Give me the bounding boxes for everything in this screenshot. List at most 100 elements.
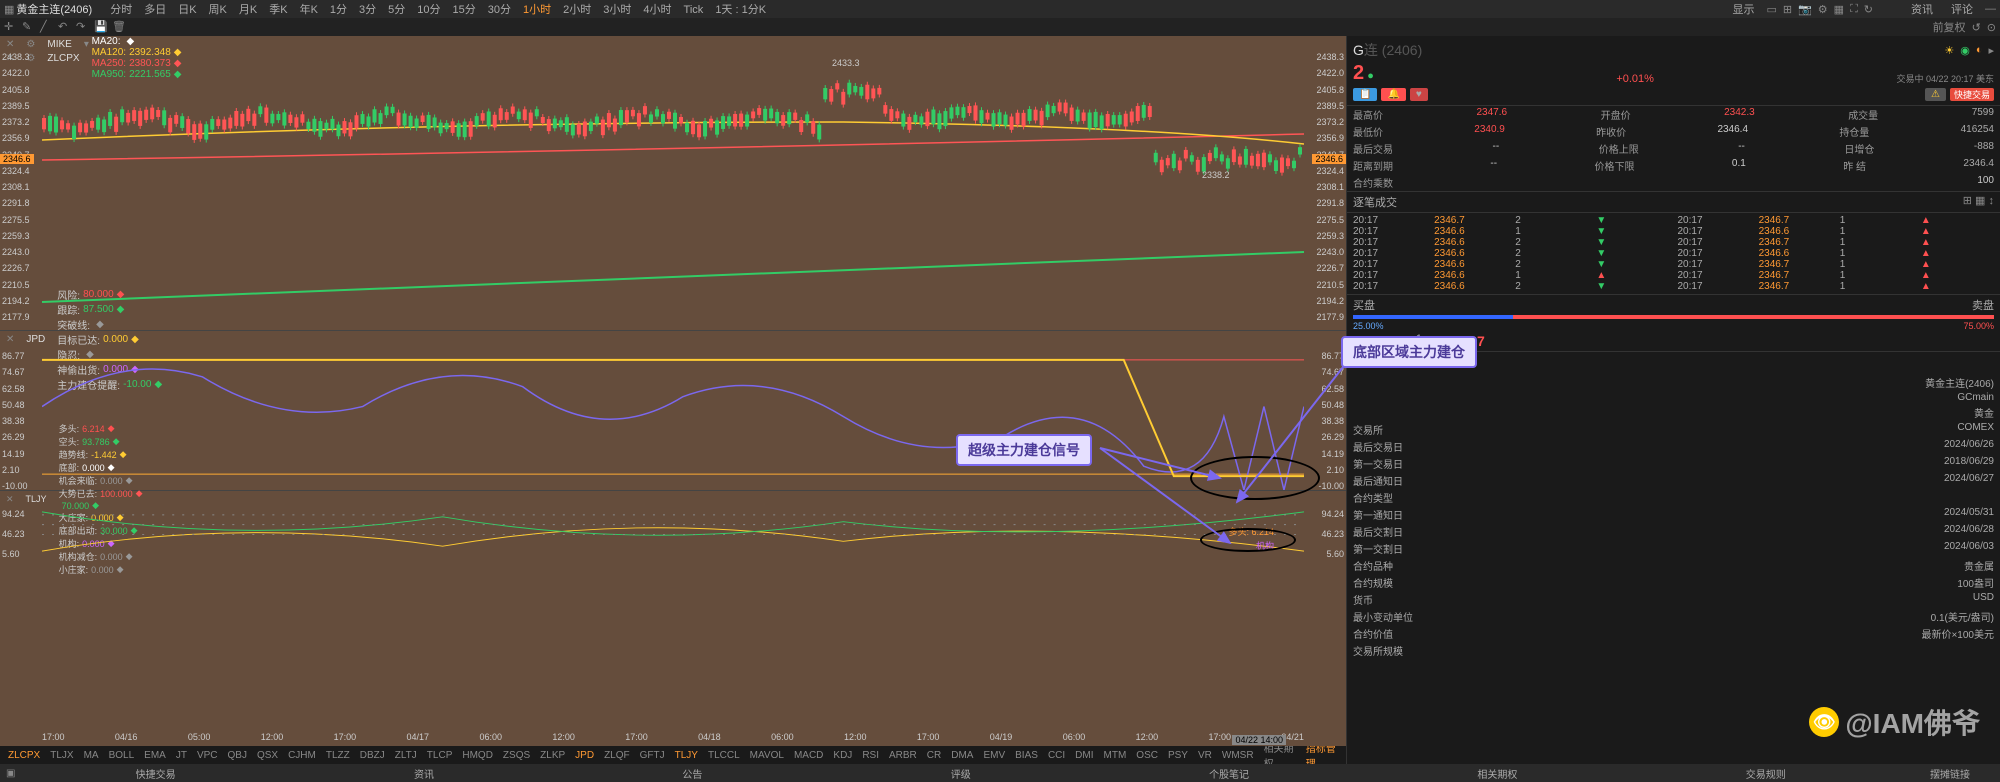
indicator-tab[interactable]: ZSQS <box>499 750 534 761</box>
timeframe-tab[interactable]: 10分 <box>411 4 446 16</box>
indicator-tab[interactable]: MA <box>80 750 103 761</box>
indicator-tab[interactable]: ZLKP <box>536 750 569 761</box>
indicator-tab[interactable]: JPD <box>571 750 598 761</box>
bottom-toggle-icon[interactable]: ▣ <box>0 768 21 779</box>
indicator-tab[interactable]: MAVOL <box>746 750 788 761</box>
indicator-tab[interactable]: JT <box>172 750 191 761</box>
timeframe-tab[interactable]: 1天 : 1分K <box>709 4 772 16</box>
timeframe-tab[interactable]: 年K <box>294 4 324 16</box>
timeframe-tab[interactable]: 3分 <box>353 4 382 16</box>
timeframe-tab[interactable]: 周K <box>203 4 233 16</box>
indicator-tab[interactable]: EMA <box>140 750 170 761</box>
indicator-tab[interactable]: DBZJ <box>356 750 389 761</box>
toolbar-icon-1[interactable]: ▭ <box>1766 3 1776 16</box>
panel-icon-3[interactable]: ◐ <box>1976 44 1983 57</box>
warn-icon[interactable]: ⚠ <box>1925 88 1946 101</box>
indicator-tab[interactable]: BOLL <box>105 750 139 761</box>
indicator-tab[interactable]: HMQD <box>458 750 497 761</box>
delete-icon[interactable]: 🗑 <box>112 20 126 34</box>
indicator-tab[interactable]: ZLQF <box>600 750 634 761</box>
indicator-tab[interactable]: DMI <box>1071 750 1097 761</box>
redo-icon[interactable]: ↷ <box>76 20 90 34</box>
timeframe-tab[interactable]: Tick <box>678 4 710 16</box>
reset-icon[interactable]: ↺ <box>1972 21 1981 34</box>
indicator-tab[interactable]: DMA <box>947 750 977 761</box>
timeframe-tab[interactable]: 1分 <box>324 4 353 16</box>
timeframe-tab[interactable]: 30分 <box>482 4 517 16</box>
timeframe-tab[interactable]: 15分 <box>447 4 482 16</box>
undo-icon[interactable]: ↶ <box>58 20 72 34</box>
indicator-tab[interactable]: ZLCPX <box>4 750 44 761</box>
indicator-tab[interactable]: TLZZ <box>322 750 354 761</box>
indicator-tab[interactable]: TLCP <box>423 750 457 761</box>
price-chart[interactable]: ✕ ⚙ MIKE ▾ ✕ ⚙ ZLCPX MA20:◆MA120:2392.34… <box>0 36 1346 330</box>
close-tljy[interactable]: ✕ <box>6 494 14 505</box>
crosshair-tool[interactable]: ✛ <box>4 20 18 34</box>
info-tab[interactable]: 资讯 <box>1905 1 1939 17</box>
close-overlay-1[interactable]: ✕ <box>6 39 14 50</box>
bottom-tab[interactable]: 公告 <box>558 766 826 781</box>
bottom-tab[interactable]: 评级 <box>827 766 1095 781</box>
indicator-tab[interactable]: VR <box>1194 750 1216 761</box>
toolbar-icon-2[interactable]: ⊞ <box>1783 3 1792 16</box>
mike-indicator[interactable]: MIKE <box>47 39 71 50</box>
quick-trade-btn[interactable]: 快捷交易 <box>1950 88 1994 101</box>
tljy-chart[interactable]: ✕ TLJY 多头:6.214◆空头:93.786◆趋势线:-1.442◆底部:… <box>0 490 1346 556</box>
refresh-icon[interactable]: ↻ <box>1864 3 1873 16</box>
timeframe-tab[interactable]: 5分 <box>382 4 411 16</box>
indicator-tab[interactable]: VPC <box>193 750 222 761</box>
timeframe-tab[interactable]: 月K <box>233 4 263 16</box>
indicator-tab[interactable]: KDJ <box>829 750 856 761</box>
indicator-tab[interactable]: TLJX <box>46 750 77 761</box>
close-jpd[interactable]: ✕ <box>6 334 14 345</box>
line-tool[interactable]: ╱ <box>40 20 54 34</box>
bottom-tab[interactable]: 相关期权 <box>1363 766 1631 781</box>
adj-mode[interactable]: 前复权 <box>1933 19 1966 35</box>
bottom-tab[interactable]: 个股笔记 <box>1095 766 1363 781</box>
bottom-tab[interactable]: 资讯 <box>290 766 558 781</box>
timeframe-tab[interactable]: 1小时 <box>517 4 557 16</box>
gear-overlay-1[interactable]: ⚙ <box>26 39 35 50</box>
indicator-tab[interactable]: RSI <box>858 750 883 761</box>
indicator-tab[interactable]: CCI <box>1044 750 1069 761</box>
badge-3[interactable]: ♥ <box>1410 88 1428 101</box>
draw-tool[interactable]: ✎ <box>22 20 36 34</box>
indicator-tab[interactable]: TLJY <box>671 750 702 761</box>
timeframe-tab[interactable]: 4小时 <box>637 4 677 16</box>
indicator-tab[interactable]: 指标管理 <box>1302 746 1342 764</box>
timeframe-tab[interactable]: 3小时 <box>597 4 637 16</box>
comment-tab[interactable]: 评论 <box>1945 1 1979 17</box>
indicator-tab[interactable]: MTM <box>1100 750 1131 761</box>
panel-icon-1[interactable]: ☀ <box>1944 44 1954 57</box>
panel-icon-2[interactable]: ◉ <box>1960 44 1970 57</box>
indicator-tab[interactable]: WMSR <box>1218 750 1258 761</box>
settings-icon[interactable]: ⚙ <box>1818 3 1828 16</box>
indicator-tab[interactable]: OSC <box>1132 750 1162 761</box>
indicator-tab[interactable]: PSY <box>1164 750 1192 761</box>
indicator-tab[interactable]: GFTJ <box>636 750 669 761</box>
jpd-chart[interactable]: ✕ JPD 风险:80.000◆跟踪:87.500◆突破线:◆目标已达:0.00… <box>0 330 1346 490</box>
indicator-tab[interactable]: BIAS <box>1011 750 1042 761</box>
indicator-tab[interactable]: ARBR <box>885 750 921 761</box>
bottom-tab[interactable]: 快捷交易 <box>21 766 289 781</box>
indicator-tab[interactable]: CR <box>923 750 945 761</box>
timeframe-tab[interactable]: 多日 <box>138 4 172 16</box>
indicator-tab[interactable]: TLCCL <box>704 750 744 761</box>
display-dropdown[interactable]: 显示 <box>1726 1 1760 17</box>
bottom-right-link[interactable]: 摆摊链接 <box>1900 766 2000 781</box>
indicator-tab[interactable]: CJHM <box>284 750 320 761</box>
indicator-tab[interactable]: EMV <box>979 750 1009 761</box>
indicator-tab[interactable]: MACD <box>790 750 827 761</box>
save-icon[interactable]: 💾 <box>94 20 108 34</box>
timeframe-tab[interactable]: 2小时 <box>557 4 597 16</box>
camera-icon[interactable]: 📷 <box>1798 3 1812 16</box>
indicator-tab[interactable]: QSX <box>253 750 282 761</box>
indicator-tab[interactable]: ZLTJ <box>391 750 421 761</box>
fullscreen-icon[interactable]: ⛶ <box>1850 3 1858 16</box>
indicator-tab[interactable]: QBJ <box>224 750 251 761</box>
tick-tools[interactable]: ⊞ ▦ ↕ <box>1963 194 1994 210</box>
grid-icon[interactable]: ▦ <box>1834 3 1844 16</box>
panel-close-icon[interactable]: ▸ <box>1988 44 1994 57</box>
badge-1[interactable]: 📋 <box>1353 88 1377 101</box>
expand-icon[interactable]: ⊙ <box>1987 21 1996 34</box>
